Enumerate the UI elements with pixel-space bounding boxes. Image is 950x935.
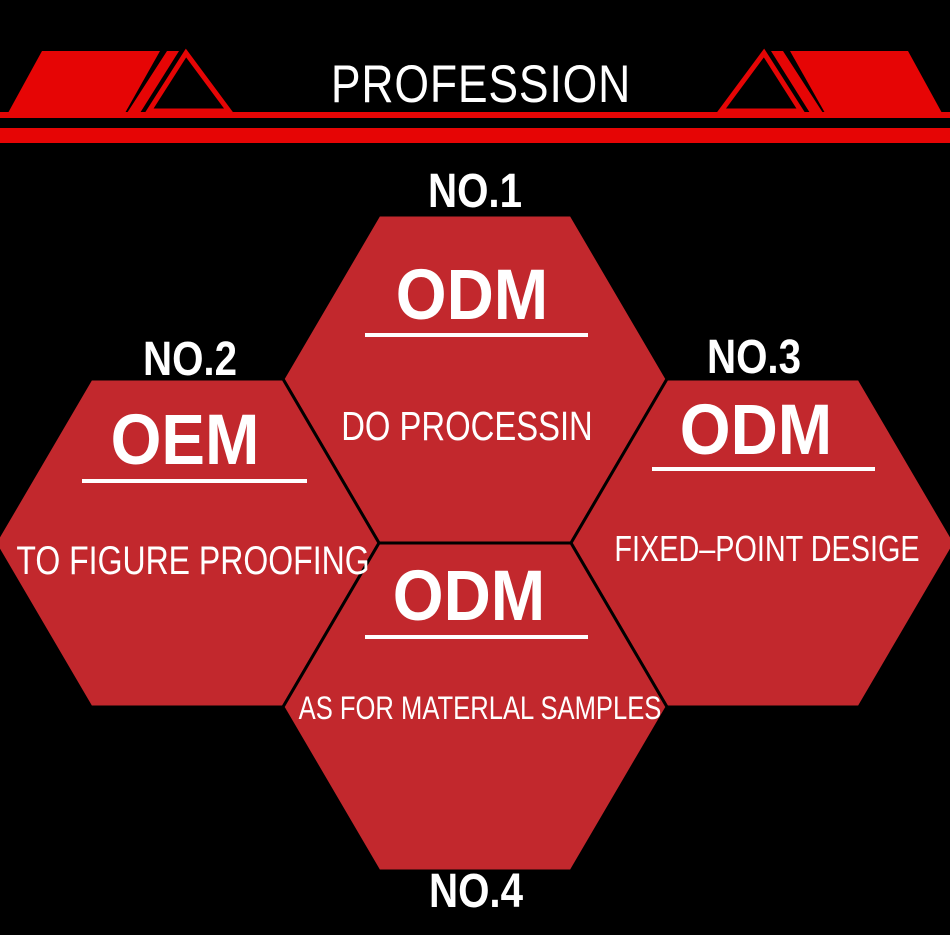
hexagon-no4-title: ODM [392,557,546,636]
hexagon-no1-title: ODM [395,256,549,335]
hexagon-no4-label: NO.4 [428,865,524,918]
hexagon-no4-shape [281,541,669,873]
right-ornament-triangle [716,48,806,114]
left-ornament-parallelogram [8,51,160,113]
hexagon-no2-underline [82,479,307,483]
hexagon-no2-title: OEM [110,401,260,480]
hexagon-no1-label: NO.1 [427,165,523,218]
header-thin-line [0,112,950,118]
hexagon-no2-label: NO.2 [142,333,238,386]
hexagon-no2-subtitle: TO FIGURE PROOFING [16,539,370,583]
left-ornament-triangle [144,48,234,114]
right-ornament-parallelogram [790,51,942,113]
hexagon-no3-underline [652,467,875,471]
left-ornament-stripe [127,51,179,113]
hexagon-no3-subtitle: FIXED–POINT DESIGE [614,528,920,569]
hexagon-no4-subtitle: AS FOR MATERLAL SAMPLES [298,690,662,726]
hexagon-no1-subtitle: DO PROCESSIN [341,403,593,449]
header-thick-bar [0,128,950,143]
hexagon-no3-title: ODM [679,391,833,470]
header-title: PROFESSION [330,55,632,114]
header-ornaments [0,48,950,143]
right-ornament-stripe [771,51,823,113]
hexagon-no3-label: NO.3 [706,331,802,384]
hexagon-no4-underline [365,635,588,639]
hexagon-no1-underline [365,333,588,337]
